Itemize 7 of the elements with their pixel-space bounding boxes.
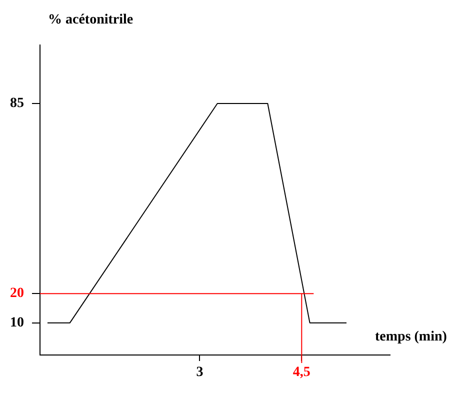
y-tick-label: 20 [10, 286, 24, 302]
x-tick-label: 4,5 [292, 365, 310, 380]
y-axis-title: % acétonitrile [48, 12, 134, 28]
x-tick-label: 3 [196, 365, 204, 380]
y-tick-label: 85 [10, 96, 24, 112]
x-axis-title: temps (min) [375, 330, 448, 345]
y-tick-label: 10 [10, 315, 24, 330]
